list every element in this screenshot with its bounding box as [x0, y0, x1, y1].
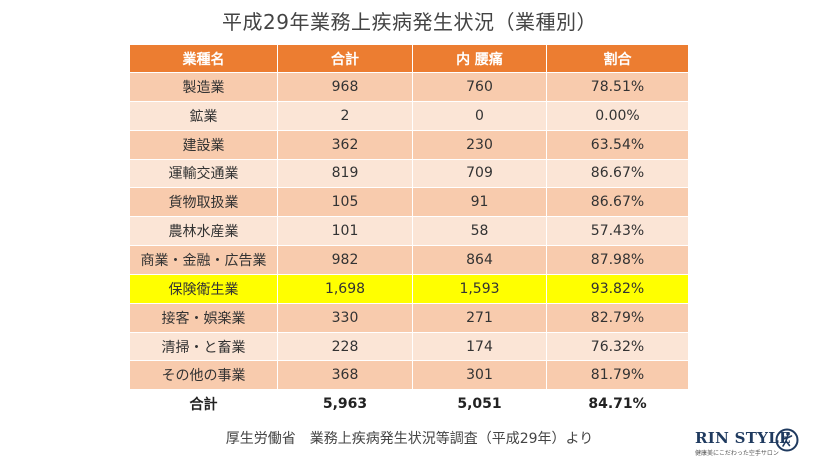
cell-back-pain: 58: [412, 216, 547, 247]
page-title: 平成29年業務上疾病発生状況（業種別）: [222, 10, 597, 34]
cell-total: 982: [277, 245, 413, 275]
table-row: 商業・金融・広告業 982 864 87.98%: [129, 245, 689, 275]
cell-industry: 建設業: [129, 129, 278, 160]
cell-total: 368: [277, 360, 413, 391]
table-row: 貨物取扱業 105 91 86.67%: [129, 187, 689, 218]
cell-back-pain: 174: [412, 331, 547, 362]
cell-back-pain: 91: [412, 187, 547, 218]
cell-industry: 保険衛生業: [129, 273, 278, 304]
header-back-pain: 内 腰痛: [412, 44, 547, 73]
cell-industry: 運輸交通業: [129, 158, 278, 189]
table-total-row: 合計 5,963 5,051 84.71%: [129, 389, 689, 420]
table-row: 鉱業 2 0 0.00%: [129, 100, 689, 131]
table-row: 建設業 362 230 63.54%: [129, 129, 689, 160]
cell-industry: 農林水産業: [129, 216, 278, 247]
cell-rate: 78.51%: [546, 72, 689, 102]
table-row: その他の事業 368 301 81.79%: [129, 360, 689, 391]
cell-rate: 86.67%: [546, 158, 689, 189]
karate-figure-icon: [775, 428, 799, 452]
cell-total: 2: [277, 100, 413, 131]
table-row: 清掃・と畜業 228 174 76.32%: [129, 331, 689, 362]
cell-rate: 0.00%: [546, 100, 689, 131]
logo-tagline: 健康美にこだわった空手サロン: [695, 450, 779, 457]
source-note: 厚生労働省 業務上疾病発生状況等調査（平成29年）より: [225, 431, 594, 447]
cell-rate: 81.79%: [546, 360, 689, 391]
cell-back-pain: 864: [412, 245, 547, 275]
cell-rate: 63.54%: [546, 129, 689, 160]
cell-rate: 57.43%: [546, 216, 689, 247]
header-rate: 割合: [546, 44, 689, 73]
cell-industry: 鉱業: [129, 100, 278, 131]
cell-rate: 86.67%: [546, 187, 689, 218]
cell-total: 819: [277, 158, 413, 189]
cell-total: 101: [277, 216, 413, 247]
cell-total: 1,698: [277, 273, 413, 304]
cell-total: 968: [277, 72, 413, 102]
cell-rate: 93.82%: [546, 273, 689, 304]
table-row: 接客・娯楽業 330 271 82.79%: [129, 302, 689, 333]
cell-total: 5,963: [277, 389, 413, 420]
header-total: 合計: [277, 44, 413, 73]
cell-rate: 84.71%: [546, 389, 689, 420]
data-table: 業種名 合計 内 腰痛 割合 製造業 968 760 78.51% 鉱業 2 0…: [129, 44, 689, 420]
cell-back-pain: 230: [412, 129, 547, 160]
logo: RIN STYLE 健康美にこだわった空手サロン: [695, 428, 805, 459]
cell-total: 228: [277, 331, 413, 362]
cell-industry: 合計: [129, 389, 278, 420]
cell-industry: その他の事業: [129, 360, 278, 391]
cell-rate: 76.32%: [546, 331, 689, 362]
cell-back-pain: 5,051: [412, 389, 547, 420]
cell-back-pain: 0: [412, 100, 547, 131]
table-row: 運輸交通業 819 709 86.67%: [129, 158, 689, 189]
cell-rate: 82.79%: [546, 302, 689, 333]
cell-back-pain: 760: [412, 72, 547, 102]
cell-industry: 接客・娯楽業: [129, 302, 278, 333]
cell-industry: 商業・金融・広告業: [129, 245, 278, 275]
table-row: 製造業 968 760 78.51%: [129, 72, 689, 102]
cell-industry: 貨物取扱業: [129, 187, 278, 218]
cell-back-pain: 1,593: [412, 273, 547, 304]
table-header-row: 業種名 合計 内 腰痛 割合: [129, 44, 689, 73]
table-row-highlighted: 保険衛生業 1,698 1,593 93.82%: [129, 273, 689, 304]
cell-rate: 87.98%: [546, 245, 689, 275]
cell-back-pain: 271: [412, 302, 547, 333]
cell-industry: 製造業: [129, 72, 278, 102]
cell-total: 105: [277, 187, 413, 218]
table-row: 農林水産業 101 58 57.43%: [129, 216, 689, 247]
cell-back-pain: 301: [412, 360, 547, 391]
cell-total: 330: [277, 302, 413, 333]
header-industry: 業種名: [129, 44, 278, 73]
cell-total: 362: [277, 129, 413, 160]
cell-industry: 清掃・と畜業: [129, 331, 278, 362]
logo-name: RIN STYLE: [695, 429, 791, 447]
cell-back-pain: 709: [412, 158, 547, 189]
